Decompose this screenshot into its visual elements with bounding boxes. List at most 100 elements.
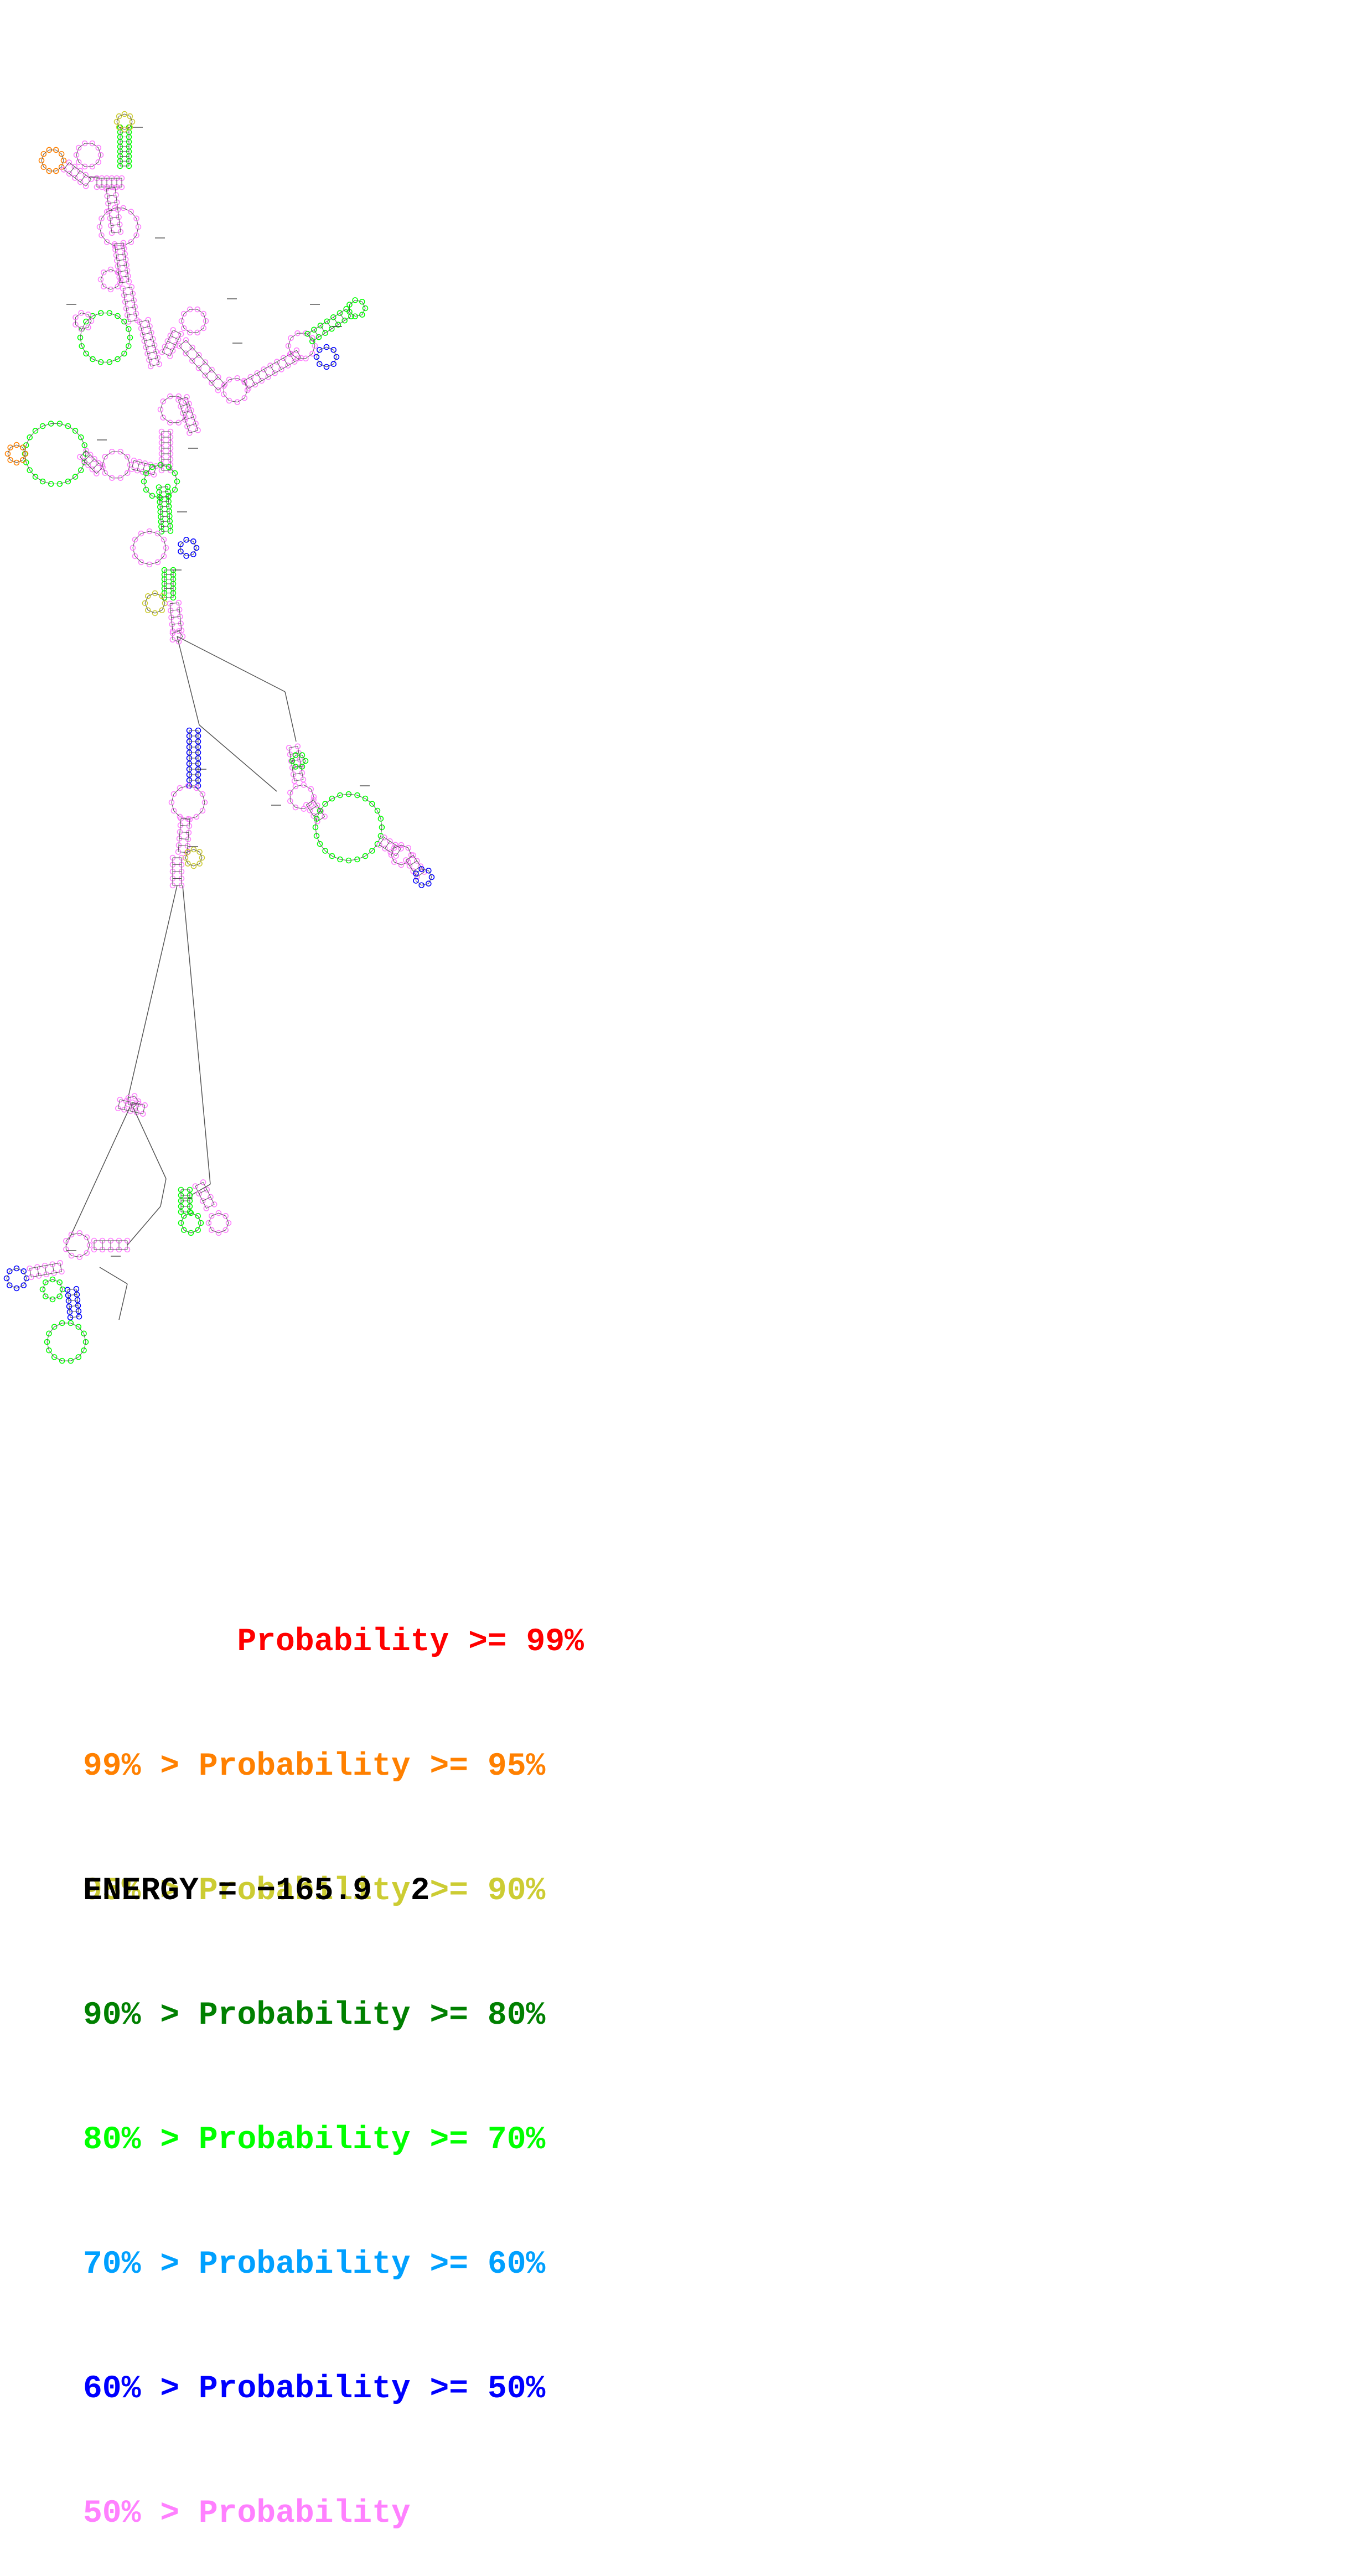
nucleotide: [285, 343, 292, 349]
probability-legend: Probability >= 99% 99% > Probability >= …: [83, 1538, 584, 2576]
base-pair: [68, 1299, 78, 1302]
nucleotide: [226, 376, 232, 383]
loop-backbone: [197, 328, 204, 333]
nucleotide: [117, 448, 124, 455]
base-pair: [120, 281, 129, 283]
stem-backbone: [185, 340, 225, 385]
loop-backbone: [391, 848, 395, 856]
nucleotide: [120, 286, 126, 292]
nucleotide: [288, 350, 294, 357]
loop-backbone: [292, 755, 296, 761]
loop-backbone: [229, 377, 237, 380]
nucleotide: [73, 314, 79, 320]
base-pair: [142, 463, 146, 472]
base-pair: [289, 354, 295, 362]
nucleotide: [6, 1268, 13, 1274]
base-pair: [116, 253, 125, 256]
loop-backbone: [110, 269, 118, 273]
nucleotide: [116, 113, 122, 120]
loop-backbone: [80, 437, 85, 445]
loop-backbone: [106, 241, 115, 246]
nucleotide: [333, 354, 340, 360]
base-pair: [313, 811, 322, 816]
loop-backbone: [71, 1255, 80, 1258]
nucleotide: [136, 459, 143, 465]
nucleotide: [39, 1286, 46, 1293]
nucleotide: [136, 319, 143, 325]
loop-backbone: [186, 539, 194, 542]
backbone-segment: [182, 885, 211, 1185]
loop-backbone: [86, 1237, 90, 1246]
nucleotide: [144, 350, 151, 357]
stem-backbone: [162, 330, 174, 353]
nucleotide: [79, 343, 85, 349]
nucleotide: [142, 1102, 148, 1108]
nucleotide: [312, 343, 318, 349]
nucleotide: [46, 168, 53, 174]
nucleotide: [312, 824, 319, 831]
loop-backbone: [372, 804, 378, 811]
loop-backbone: [185, 409, 189, 418]
loop-backbone: [65, 1249, 72, 1256]
nucleotide: [121, 350, 127, 357]
base-pair: [289, 746, 298, 748]
nucleotide: [175, 397, 182, 403]
nucleotide: [71, 175, 78, 181]
nucleotide: [122, 299, 128, 305]
nucleotide: [7, 444, 13, 450]
nucleotide: [362, 795, 369, 802]
loop-backbone: [168, 467, 175, 474]
stem-backbone: [123, 242, 130, 282]
nucleotide: [291, 778, 298, 784]
nucleotide: [77, 454, 83, 460]
nucleotide: [139, 331, 146, 338]
nucleotide: [99, 232, 105, 239]
nucleotide: [127, 334, 133, 341]
nucleotide: [154, 559, 161, 566]
loop-backbone: [174, 481, 178, 490]
nucleotide: [193, 421, 199, 427]
nucleotide: [313, 354, 320, 360]
nucleotide: [138, 530, 144, 537]
nucleotide: [225, 1220, 232, 1226]
base-pair: [124, 293, 133, 296]
base-pair: [137, 462, 140, 471]
nucleotide: [107, 266, 114, 273]
nucleotide: [387, 849, 394, 856]
loop-backbone: [128, 329, 131, 338]
base-pair: [390, 844, 396, 853]
nucleotide: [82, 1339, 89, 1345]
nucleotide: [60, 157, 67, 164]
nucleotide: [115, 313, 121, 319]
loop-backbone: [109, 313, 118, 317]
loop-backbone: [101, 211, 107, 219]
base-pair: [142, 332, 152, 335]
base-pair: [85, 179, 92, 186]
loop-backbone: [78, 162, 85, 167]
nucleotide: [143, 486, 149, 493]
nucleotide: [188, 1230, 194, 1236]
nucleotide: [405, 844, 412, 851]
nucleotide: [323, 344, 330, 350]
loop-backbone: [68, 426, 76, 431]
nucleotide: [208, 1212, 215, 1219]
nucleotide: [162, 344, 168, 350]
nucleotide: [185, 782, 191, 789]
nucleotide: [208, 1194, 214, 1200]
base-pair: [250, 376, 256, 385]
base-pair: [189, 429, 198, 434]
nucleotide: [133, 232, 139, 239]
stem-backbone: [67, 1289, 71, 1318]
nucleotide: [196, 352, 202, 358]
nucleotide: [65, 478, 71, 485]
nucleotide: [125, 326, 132, 332]
nucleotide: [149, 493, 156, 499]
nucleotide: [222, 1227, 229, 1233]
nucleotide: [187, 430, 193, 436]
nucleotide: [299, 752, 306, 758]
nucleotide: [352, 313, 358, 319]
nucleotide: [329, 853, 335, 859]
nucleotide: [178, 318, 185, 324]
nucleotide: [226, 397, 232, 404]
nucleotide: [121, 318, 127, 325]
